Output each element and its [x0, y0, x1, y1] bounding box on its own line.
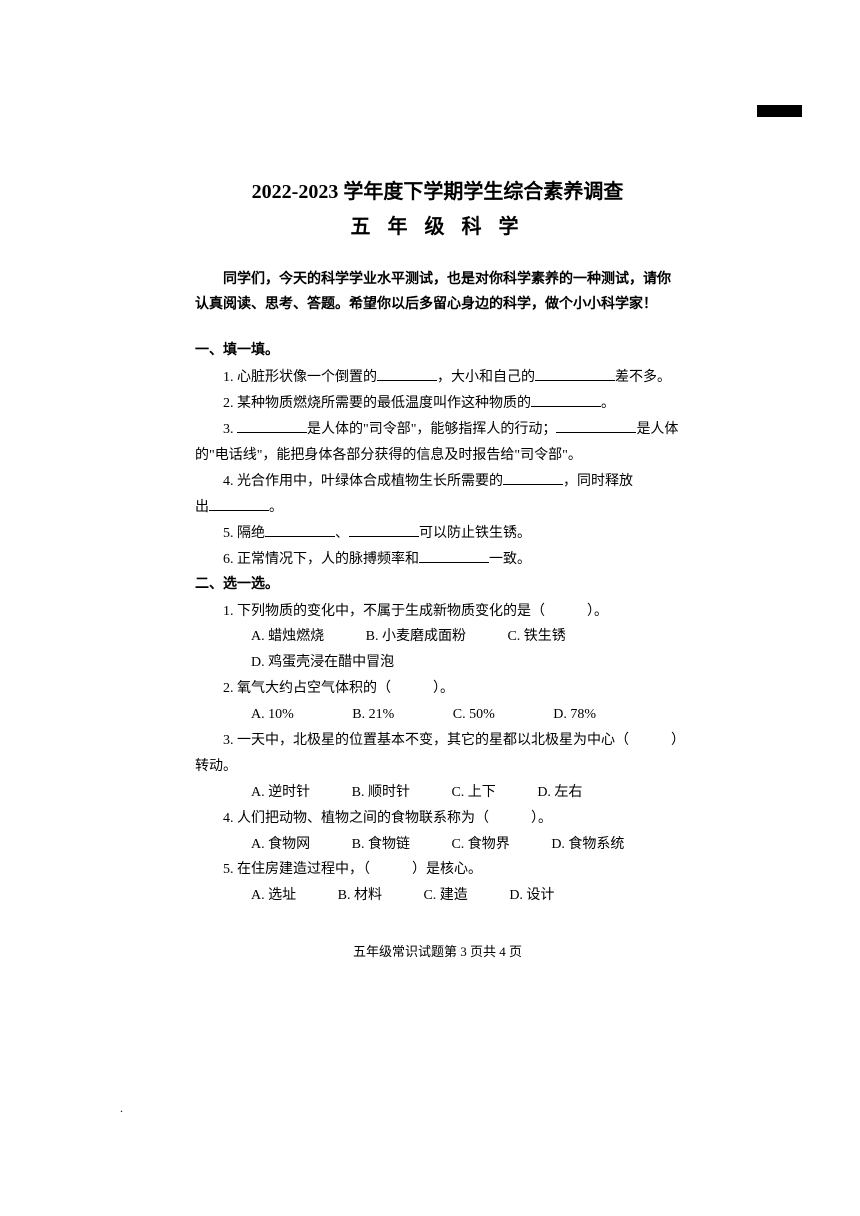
- s1-q1: 1. 心脏形状像一个倒置的 ，大小和自己的 差不多。: [195, 365, 680, 391]
- s1-q4-c: 出: [195, 500, 209, 515]
- s2-q2-a: A. 10%: [251, 702, 294, 728]
- s1-q4-cont: 出。: [195, 495, 680, 521]
- s2-q1-opts-row2: D. 鸡蛋壳浸在醋中冒泡: [195, 650, 680, 676]
- s2-q2: 2. 氧气大约占空气体积的（ ）。: [195, 676, 680, 702]
- s2-q5-c: C. 建造: [423, 883, 467, 909]
- s1-q4-b: ，同时释放: [563, 474, 633, 489]
- s2-q2-d: D. 78%: [553, 702, 596, 728]
- s1-q3-c: 是人体: [636, 422, 678, 437]
- s1-q5-a: 5. 隔绝: [223, 526, 265, 541]
- blank: [209, 497, 269, 511]
- blank: [237, 419, 307, 433]
- s2-q5-d: D. 设计: [509, 883, 554, 909]
- s2-q3-a: A. 逆时针: [251, 780, 310, 806]
- s1-q3: 3. 是人体的"司令部"，能够指挥人的行动； 是人体: [195, 417, 680, 443]
- s2-q5-opts: A. 选址 B. 材料 C. 建造 D. 设计: [195, 883, 680, 909]
- sub-title: 五 年 级 科 学: [195, 210, 680, 239]
- blank: [503, 471, 563, 485]
- s2-q3-d: D. 左右: [537, 780, 582, 806]
- s1-q5-b: 、: [335, 526, 349, 541]
- s1-q6-a: 6. 正常情况下，人的脉搏频率和: [223, 552, 419, 567]
- s2-q2-b: B. 21%: [352, 702, 394, 728]
- s1-q1-b: ，大小和自己的: [437, 370, 535, 385]
- blank: [556, 419, 636, 433]
- section2-title: 二、选一选。: [195, 573, 680, 593]
- s2-q2-c: C. 50%: [453, 702, 495, 728]
- corner-dot: .: [120, 1101, 123, 1116]
- intro-text: 同学们，今天的科学学业水平测试，也是对你科学素养的一种测试，请你认真阅读、思考、…: [195, 267, 680, 317]
- s1-q6: 6. 正常情况下，人的脉搏频率和 一致。: [195, 547, 680, 573]
- blank: [265, 523, 335, 537]
- s2-q1-opts-row1: A. 蜡烛燃烧 B. 小麦磨成面粉 C. 铁生锈: [195, 624, 680, 650]
- s1-q3-b: 是人体的"司令部"，能够指挥人的行动；: [307, 422, 556, 437]
- s1-q2-a: 2. 某种物质燃烧所需要的最低温度叫作这种物质的: [223, 396, 531, 411]
- section1-title: 一、填一填。: [195, 339, 680, 359]
- s2-q5-b: B. 材料: [338, 883, 382, 909]
- blank: [531, 393, 601, 407]
- s2-q5-a: A. 选址: [251, 883, 296, 909]
- s1-q1-c: 差不多。: [615, 370, 671, 385]
- s1-q4-d: 。: [269, 500, 283, 515]
- document-content: 2022-2023 学年度下学期学生综合素养调查 五 年 级 科 学 同学们，今…: [0, 0, 860, 960]
- s2-q3: 3. 一天中，北极星的位置基本不变，其它的星都以北极星为中心（ ）: [195, 728, 680, 754]
- s1-q4: 4. 光合作用中，叶绿体合成植物生长所需要的 ，同时释放: [195, 469, 680, 495]
- s2-q4-b: B. 食物链: [352, 832, 410, 858]
- page-footer: 五年级常识试题第 3 页共 4 页: [195, 941, 680, 960]
- s1-q1-a: 1. 心脏形状像一个倒置的: [223, 370, 377, 385]
- s2-q4-c: C. 食物界: [451, 832, 509, 858]
- s2-q3-c: C. 上下: [451, 780, 495, 806]
- page-corner-mark: [757, 105, 802, 117]
- s2-q2-opts: A. 10% B. 21% C. 50% D. 78%: [195, 702, 680, 728]
- s1-q5: 5. 隔绝 、 可以防止铁生锈。: [195, 521, 680, 547]
- s2-q3-b: B. 顺时针: [352, 780, 410, 806]
- s2-q1-c: C. 铁生锈: [507, 624, 565, 650]
- s2-q1-b: B. 小麦磨成面粉: [366, 624, 466, 650]
- blank: [419, 549, 489, 563]
- s1-q4-a: 4. 光合作用中，叶绿体合成植物生长所需要的: [195, 474, 503, 489]
- s1-q2: 2. 某种物质燃烧所需要的最低温度叫作这种物质的 。: [195, 391, 680, 417]
- blank: [377, 367, 437, 381]
- s1-q3-a: 3.: [195, 422, 237, 437]
- s2-q1-d: D. 鸡蛋壳浸在醋中冒泡: [251, 650, 394, 676]
- s1-q3-cont: 的"电话线"，能把身体各部分获得的信息及时报告给"司令部"。: [195, 443, 680, 469]
- s2-q4-a: A. 食物网: [251, 832, 310, 858]
- blank: [535, 367, 615, 381]
- s2-q4: 4. 人们把动物、植物之间的食物联系称为（ ）。: [195, 806, 680, 832]
- s2-q5: 5. 在住房建造过程中，（ ）是核心。: [195, 857, 680, 883]
- s2-q3-opts: A. 逆时针 B. 顺时针 C. 上下 D. 左右: [195, 780, 680, 806]
- s2-q4-opts: A. 食物网 B. 食物链 C. 食物界 D. 食物系统: [195, 832, 680, 858]
- s1-q6-b: 一致。: [489, 552, 531, 567]
- s1-q5-c: 可以防止铁生锈。: [419, 526, 531, 541]
- s2-q3-cont: 转动。: [195, 754, 680, 780]
- s2-q1-a: A. 蜡烛燃烧: [251, 624, 324, 650]
- s1-q2-b: 。: [601, 396, 615, 411]
- s2-q4-d: D. 食物系统: [551, 832, 624, 858]
- main-title: 2022-2023 学年度下学期学生综合素养调查: [195, 175, 680, 204]
- blank: [349, 523, 419, 537]
- s2-q1: 1. 下列物质的变化中，不属于生成新物质变化的是（ ）。: [195, 599, 680, 625]
